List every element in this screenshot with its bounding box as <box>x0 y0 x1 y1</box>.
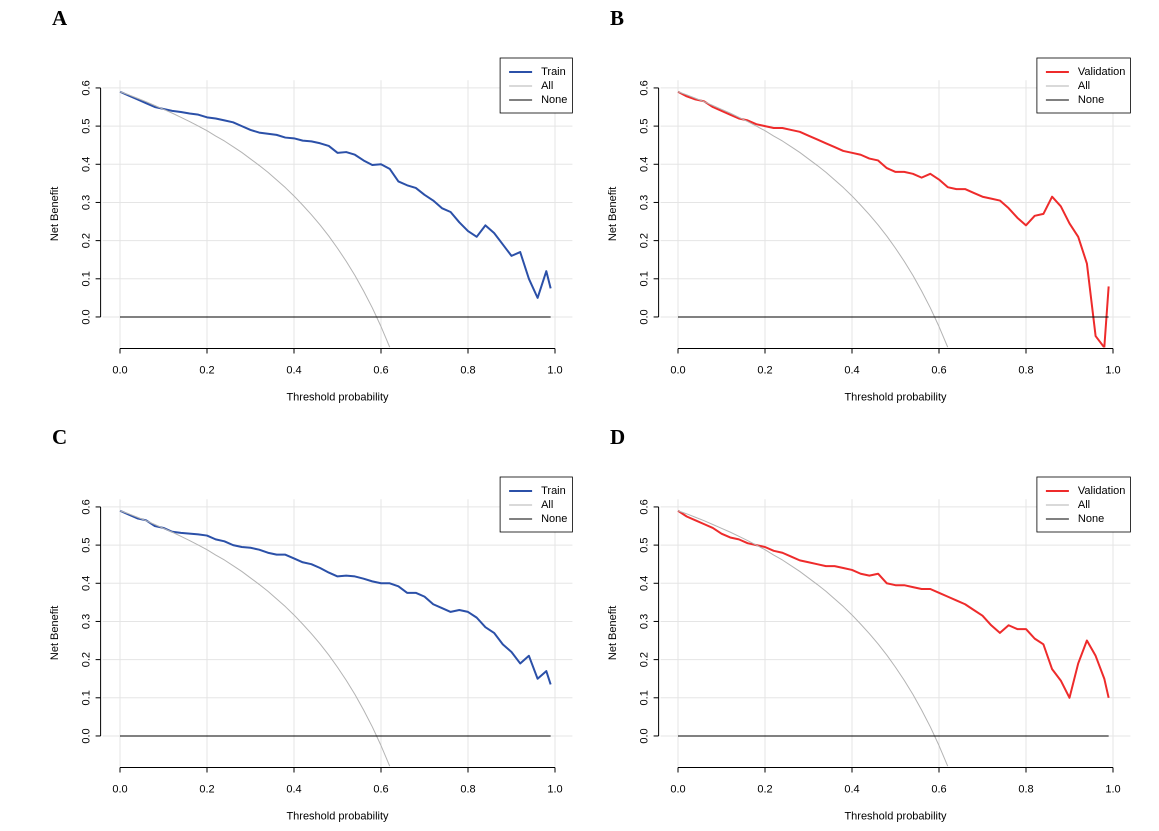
y-axis-title: Net Benefit <box>49 187 61 241</box>
y-tick-label: 0.3 <box>81 614 93 629</box>
series-line <box>677 91 949 348</box>
x-tick-label: 0.6 <box>931 783 946 795</box>
series-line <box>119 509 552 685</box>
x-tick-label: 0.0 <box>670 783 685 795</box>
y-tick-label: 0.3 <box>639 614 651 629</box>
y-tick-label: 0.5 <box>639 537 651 552</box>
legend-label: None <box>1078 94 1104 106</box>
y-tick-label: 0.0 <box>81 728 93 743</box>
legend: Validation All None <box>1036 476 1131 533</box>
legend-label: All <box>541 499 553 511</box>
x-axis-title: Threshold probability <box>286 810 389 822</box>
x-axis-title: Threshold probability <box>844 391 947 403</box>
panel-label: B <box>610 6 624 30</box>
x-tick-label: 1.0 <box>1105 783 1120 795</box>
y-tick-label: 0.2 <box>81 233 93 248</box>
legend-label: All <box>1078 80 1090 92</box>
y-tick-label: 0.5 <box>639 118 651 133</box>
y-axis-title: Net Benefit <box>49 606 61 660</box>
legend-label: None <box>541 513 567 525</box>
panel-label: D <box>610 425 625 449</box>
y-tick-label: 0.5 <box>81 537 93 552</box>
x-tick-label: 0.0 <box>670 364 685 376</box>
legend-label: All <box>1078 499 1090 511</box>
x-tick-label: 0.6 <box>373 783 388 795</box>
x-tick-label: 0.2 <box>199 783 214 795</box>
x-tick-label: 0.2 <box>757 364 772 376</box>
x-tick-label: 0.0 <box>112 364 127 376</box>
y-axis-title: Net Benefit <box>607 187 619 241</box>
y-tick-label: 0.1 <box>639 690 651 705</box>
legend-label: None <box>541 94 567 106</box>
y-tick-label: 0.2 <box>639 233 651 248</box>
series-line <box>677 509 1110 699</box>
x-tick-label: 0.2 <box>199 364 214 376</box>
x-tick-label: 0.4 <box>844 364 859 376</box>
x-tick-label: 1.0 <box>1105 364 1120 376</box>
series-line <box>119 90 552 299</box>
x-axis-title: Threshold probability <box>286 391 389 403</box>
x-tick-label: 1.0 <box>547 364 562 376</box>
series-line <box>677 90 1110 348</box>
y-tick-label: 0.6 <box>81 80 93 95</box>
x-tick-label: 0.6 <box>373 364 388 376</box>
y-tick-label: 0.1 <box>639 271 651 286</box>
y-tick-label: 0.6 <box>639 80 651 95</box>
y-tick-label: 0.2 <box>639 652 651 667</box>
y-tick-label: 0.3 <box>639 195 651 210</box>
x-tick-label: 0.2 <box>757 783 772 795</box>
y-tick-label: 0.1 <box>81 271 93 286</box>
x-tick-label: 0.8 <box>460 364 475 376</box>
panel-label: C <box>52 425 67 449</box>
y-tick-label: 0.6 <box>81 499 93 514</box>
y-tick-label: 0.0 <box>639 309 651 324</box>
legend-label: Validation <box>1078 66 1126 78</box>
x-tick-label: 0.8 <box>1018 364 1033 376</box>
panel-label: A <box>52 6 68 30</box>
legend-label: Train <box>541 66 566 78</box>
y-axis-title: Net Benefit <box>607 606 619 660</box>
y-tick-label: 0.0 <box>639 728 651 743</box>
y-tick-label: 0.3 <box>81 195 93 210</box>
x-tick-label: 0.4 <box>286 783 301 795</box>
y-tick-label: 0.4 <box>639 576 651 591</box>
x-tick-label: 0.4 <box>844 783 859 795</box>
x-tick-label: 0.0 <box>112 783 127 795</box>
legend: Train All None <box>499 476 573 533</box>
y-tick-label: 0.5 <box>81 118 93 133</box>
y-tick-label: 0.1 <box>81 690 93 705</box>
legend: Validation All None <box>1036 57 1131 114</box>
legend-label: Train <box>541 485 566 497</box>
y-tick-label: 0.4 <box>81 157 93 172</box>
y-tick-label: 0.4 <box>81 576 93 591</box>
legend-label: Validation <box>1078 485 1126 497</box>
series-line <box>677 510 949 767</box>
legend: Train All None <box>499 57 573 114</box>
y-tick-label: 0.2 <box>81 652 93 667</box>
x-tick-label: 0.8 <box>460 783 475 795</box>
series-line <box>119 91 391 348</box>
y-tick-label: 0.4 <box>639 157 651 172</box>
x-axis-title: Threshold probability <box>844 810 947 822</box>
y-tick-label: 0.0 <box>81 309 93 324</box>
x-tick-label: 0.6 <box>931 364 946 376</box>
series-line <box>119 510 391 767</box>
legend-label: None <box>1078 513 1104 525</box>
x-tick-label: 0.4 <box>286 364 301 376</box>
x-tick-label: 1.0 <box>547 783 562 795</box>
x-tick-label: 0.8 <box>1018 783 1033 795</box>
y-tick-label: 0.6 <box>639 499 651 514</box>
legend-label: All <box>541 80 553 92</box>
